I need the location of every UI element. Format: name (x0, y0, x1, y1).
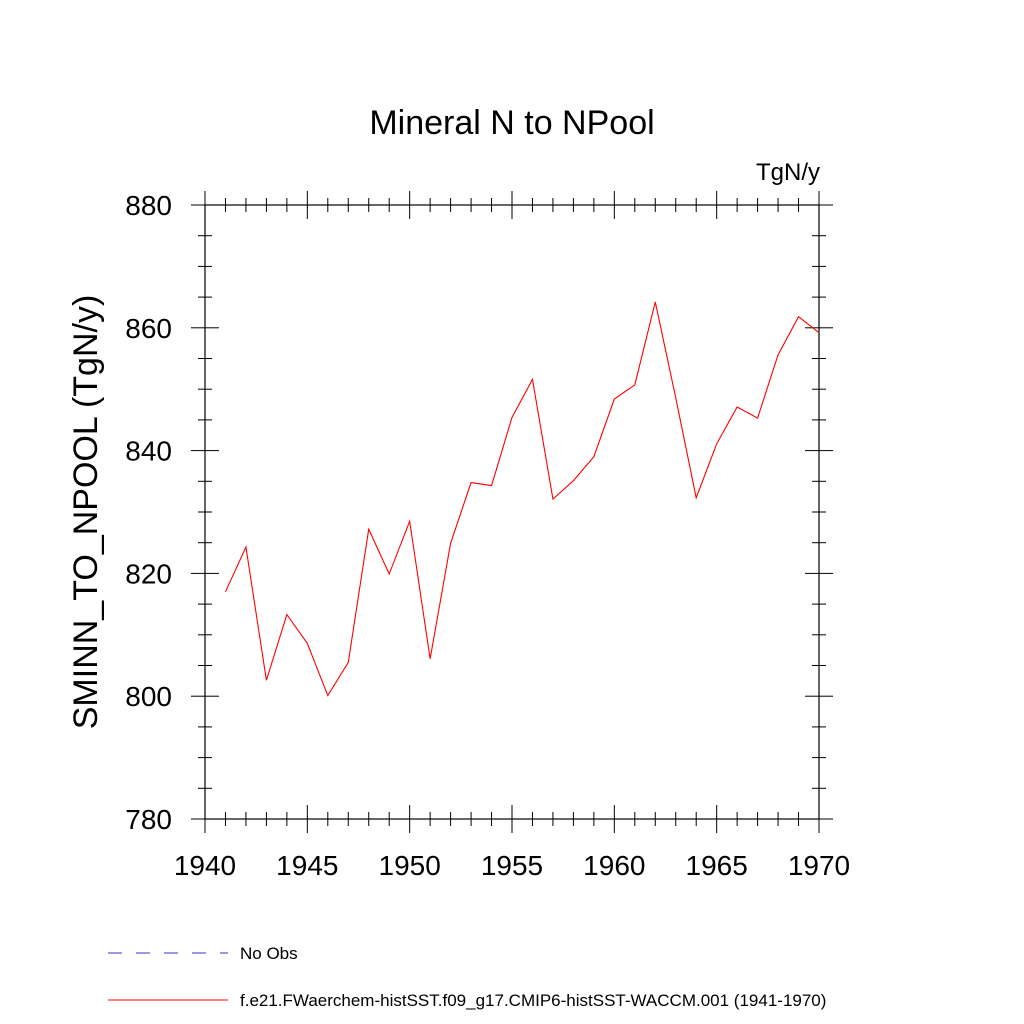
x-tick-label: 1960 (583, 850, 645, 881)
y-tick-label: 820 (125, 558, 172, 589)
axis-ticks (191, 191, 833, 833)
x-tick-label: 1945 (276, 850, 338, 881)
x-tick-label: 1955 (481, 850, 543, 881)
x-tick-labels: 1940 1945 1950 1955 1960 1965 1970 (174, 850, 850, 881)
chart-title: Mineral N to NPool (369, 104, 654, 142)
plot-frame (204, 204, 820, 820)
units-label: TgN/y (756, 159, 820, 186)
legend: No Obs f.e21.FWaerchem-histSST.f09_g17.CM… (108, 944, 826, 1010)
y-tick-label: 780 (125, 804, 172, 835)
y-tick-label: 840 (125, 436, 172, 467)
y-tick-label: 800 (125, 681, 172, 712)
y-tick-label: 880 (125, 190, 172, 221)
y-axis-label: SMINN_TO_NPOOL (TgN/y) (67, 295, 105, 730)
x-tick-label: 1970 (788, 850, 850, 881)
series-line (224, 301, 820, 697)
series-lines (224, 301, 820, 697)
y-tick-labels: 780 800 820 840 860 880 (125, 190, 172, 835)
y-tick-label: 860 (125, 313, 172, 344)
legend-label: No Obs (240, 944, 298, 963)
x-tick-label: 1965 (686, 850, 748, 881)
legend-label: f.e21.FWaerchem-histSST.f09_g17.CMIP6-hi… (240, 991, 826, 1010)
x-tick-label: 1940 (174, 850, 236, 881)
x-tick-label: 1950 (379, 850, 441, 881)
